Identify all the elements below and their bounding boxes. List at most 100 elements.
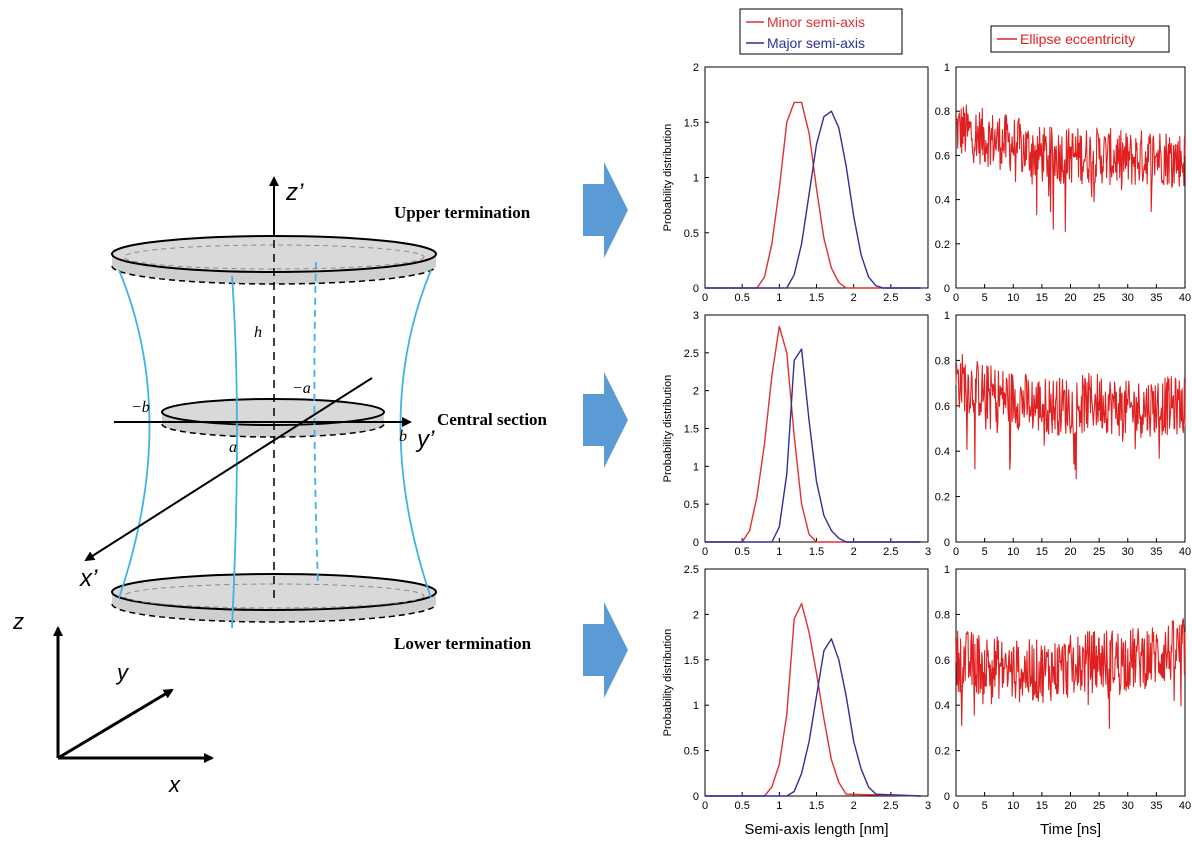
y-axis-label: Probability distribution xyxy=(662,124,674,232)
legend-ellipse-eccentricity: Ellipse eccentricity xyxy=(1020,31,1135,47)
y-tick-label: 2 xyxy=(693,62,699,74)
y-tick-label: 0.8 xyxy=(935,609,950,621)
x-prime-arrow xyxy=(84,377,373,562)
y-tick-label: 1 xyxy=(693,700,699,712)
x-tick-label: 1 xyxy=(776,292,782,304)
symbol-neg-a: −a xyxy=(292,380,311,397)
chart-panel-4: 0 0.5 1 1.5 2 2.5 3 0 0.5 1 1.5 2 2.5 Probability dis… xyxy=(662,564,931,838)
y-tick-label: 1 xyxy=(693,461,699,473)
y-tick-label: 1.5 xyxy=(684,424,699,436)
x-tick-label: 5 xyxy=(982,546,988,558)
label-central-section: Central section xyxy=(437,410,548,429)
x-tick-label: 0 xyxy=(953,292,959,304)
hyperboloid-surface xyxy=(118,261,432,629)
x-tick-label: 0 xyxy=(702,292,708,304)
x-tick-label: 3 xyxy=(925,800,931,812)
y-tick-label: 0.2 xyxy=(935,492,950,504)
block-arrow-lower xyxy=(583,602,628,698)
y-tick-label: 0.5 xyxy=(684,746,699,758)
chart-panel-3: 0 5 10 15 20 25 30 35 40 0 0.2 0.4 0.6 0.8 1 xyxy=(935,310,1191,558)
y-tick-label: 0.6 xyxy=(935,150,950,162)
y-tick-label: 1 xyxy=(944,564,950,576)
chart-panel-0: 0 0.5 1 1.5 2 2.5 3 0 0.5 1 1.5 2 Probability distri… xyxy=(662,62,931,304)
y-prime-label: y’ xyxy=(415,426,435,453)
label-lower-termination: Lower termination xyxy=(394,634,532,653)
series-line-minor-semi-axis xyxy=(705,602,921,797)
y-tick-label: 0.2 xyxy=(935,746,950,758)
x-tick-label: 15 xyxy=(1036,546,1048,558)
x-tick-label: 2 xyxy=(851,546,857,558)
series-line-minor-semi-axis xyxy=(705,101,921,289)
x-tick-label: 0 xyxy=(702,546,708,558)
legend-major-semi-axis: Major semi-axis xyxy=(767,35,865,51)
x-tick-label: 1.5 xyxy=(809,546,824,558)
symbol-b: b xyxy=(399,428,407,445)
y-tick-label: 0.6 xyxy=(935,401,950,413)
y-tick-label: 2 xyxy=(693,386,699,398)
global-axes: z y x xyxy=(12,609,214,797)
x-tick-label: 30 xyxy=(1122,546,1134,558)
x-tick-label: 1 xyxy=(776,800,782,812)
x-tick-label: 0.5 xyxy=(735,292,750,304)
series-line-ellipse-eccentricity xyxy=(955,104,1186,232)
y-tick-label: 2.5 xyxy=(684,564,699,576)
y-tick-label: 1.5 xyxy=(684,117,699,129)
lower-disk xyxy=(111,573,437,623)
block-arrow-central xyxy=(583,372,628,468)
block-arrow-upper xyxy=(583,162,628,258)
x-tick-label: 1.5 xyxy=(809,292,824,304)
x-tick-label: 5 xyxy=(982,292,988,304)
pore-diagram: z’ y’ x’ h −a −b a b Upper termination C… xyxy=(79,176,548,653)
y-tick-label: 0.5 xyxy=(684,228,699,240)
y-tick-label: 1 xyxy=(944,62,950,74)
y-tick-label: 0 xyxy=(693,537,699,549)
x-tick-label: 15 xyxy=(1036,800,1048,812)
x-tick-label: 10 xyxy=(1007,546,1019,558)
y-tick-label: 0.4 xyxy=(935,446,950,458)
y-tick-label: 1 xyxy=(944,310,950,322)
x-label: x xyxy=(168,772,181,797)
chart-panel-5: 0 5 10 15 20 25 30 35 40 0 0.2 0.4 0.6 0.8 1 Time [ns] xyxy=(935,564,1191,838)
plot-frame xyxy=(704,314,929,543)
y-axis-label: Probability distribution xyxy=(662,375,674,483)
series-line-major-semi-axis xyxy=(705,110,921,289)
x-tick-label: 5 xyxy=(982,800,988,812)
series-line-ellipse-eccentricity xyxy=(955,354,1186,480)
symbol-neg-b: −b xyxy=(131,399,150,416)
y-tick-label: 0.4 xyxy=(935,700,950,712)
y-tick-label: 2.5 xyxy=(684,348,699,360)
x-tick-label: 30 xyxy=(1122,292,1134,304)
series-line-major-semi-axis xyxy=(705,638,921,797)
y-tick-label: 2 xyxy=(693,609,699,621)
x-tick-label: 40 xyxy=(1179,546,1191,558)
x-tick-label: 1 xyxy=(776,546,782,558)
legend-eccentricity: Ellipse eccentricity xyxy=(990,25,1170,53)
z-label: z xyxy=(12,609,24,634)
y-tick-label: 0 xyxy=(944,537,950,549)
x-tick-label: 2.5 xyxy=(883,546,898,558)
symbol-a: a xyxy=(229,439,237,456)
central-disk xyxy=(161,398,385,438)
y-tick-label: 0 xyxy=(944,791,950,803)
x-tick-label: 25 xyxy=(1093,800,1105,812)
x-tick-label: 40 xyxy=(1179,800,1191,812)
x-axis-label: Semi-axis length [nm] xyxy=(744,821,888,838)
x-tick-label: 25 xyxy=(1093,292,1105,304)
x-tick-label: 35 xyxy=(1150,292,1162,304)
block-arrows xyxy=(583,162,628,698)
series-line-minor-semi-axis xyxy=(705,325,921,543)
x-tick-label: 25 xyxy=(1093,546,1105,558)
x-tick-label: 35 xyxy=(1150,546,1162,558)
y-tick-label: 3 xyxy=(693,310,699,322)
legend-minor-semi-axis: Minor semi-axis xyxy=(767,14,865,30)
x-tick-label: 2 xyxy=(851,800,857,812)
plot-frame xyxy=(704,66,929,289)
x-tick-label: 20 xyxy=(1064,292,1076,304)
x-tick-label: 0.5 xyxy=(735,800,750,812)
x-tick-label: 3 xyxy=(925,292,931,304)
x-tick-label: 40 xyxy=(1179,292,1191,304)
y-tick-label: 0 xyxy=(693,791,699,803)
y-tick-label: 1.5 xyxy=(684,655,699,667)
